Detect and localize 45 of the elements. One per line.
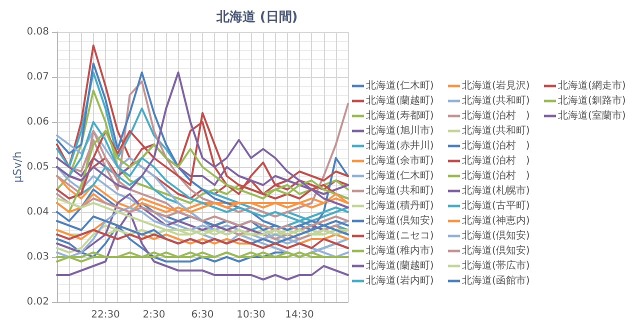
legend-label: 北海道(帯広市) — [462, 260, 530, 272]
legend-label: 北海道(網走市) — [558, 80, 626, 92]
legend-label: 北海道(蘭越町) — [366, 94, 434, 106]
legend-label: 北海道(余市町) — [366, 154, 434, 166]
legend-label: 北海道(函館市) — [462, 274, 530, 286]
legend-label: 北海道(泊村 ) — [462, 154, 530, 166]
y-tick-label: 0.07 — [26, 72, 49, 82]
y-tick-label: 0.05 — [26, 162, 49, 172]
legend-label: 北海道(古平町) — [462, 200, 530, 212]
y-tick-label: 0.08 — [26, 26, 49, 38]
legend-label: 北海道(泊村 ) — [462, 110, 530, 122]
legend-label: 北海道(岩内町) — [366, 274, 434, 286]
legend-label: 北海道(共和町) — [366, 184, 434, 196]
x-tick-label: 10:30 — [236, 310, 266, 320]
legend-label: 北海道(共和町) — [462, 94, 530, 106]
legend-label: 北海道(寿都町) — [366, 110, 434, 122]
legend-label: 北海道(共和町) — [462, 124, 530, 136]
legend-label: 北海道(蘭越町) — [366, 260, 434, 272]
legend-label: 北海道(旭川市) — [366, 124, 434, 136]
y-tick-label: 0.04 — [26, 206, 49, 218]
y-tick-label: 0.06 — [26, 116, 49, 128]
legend-label: 北海道(赤井川) — [366, 140, 434, 152]
legend-label: 北海道(稚内市) — [366, 244, 434, 256]
legend-label: 北海道(泊村 ) — [462, 140, 530, 152]
legend-label: 北海道(積丹町) — [366, 200, 434, 212]
legend-label: 北海道(釧路市) — [558, 94, 626, 106]
legend-label: 北海道(岩見沢) — [462, 80, 530, 92]
chart-title: 北海道 (日間) — [215, 10, 298, 25]
legend-label: 北海道(倶知安) — [366, 214, 434, 226]
x-tick-label: 22:30 — [91, 310, 120, 320]
legend-label: 北海道(ニセコ) — [366, 230, 434, 242]
legend-label: 北海道(神恵内) — [462, 214, 530, 226]
x-tick-label: 6:30 — [191, 310, 214, 320]
legend-label: 北海道(仁木町) — [366, 80, 434, 92]
y-axis-title: μSv/h — [10, 151, 24, 183]
legend-label: 北海道(倶知安) — [462, 230, 530, 242]
y-tick-label: 0.03 — [26, 252, 49, 262]
y-tick-label: 0.02 — [26, 296, 49, 308]
x-tick-label: 14:30 — [285, 310, 314, 320]
legend-label: 北海道(室蘭市) — [558, 110, 626, 122]
legend-label: 北海道(泊村 ) — [462, 170, 530, 182]
x-tick-label: 2:30 — [142, 310, 166, 320]
legend-label: 北海道(仁木町) — [366, 170, 434, 182]
legend-label: 北海道(倶知安) — [462, 244, 530, 256]
legend-label: 北海道(札幌市) — [462, 184, 530, 196]
